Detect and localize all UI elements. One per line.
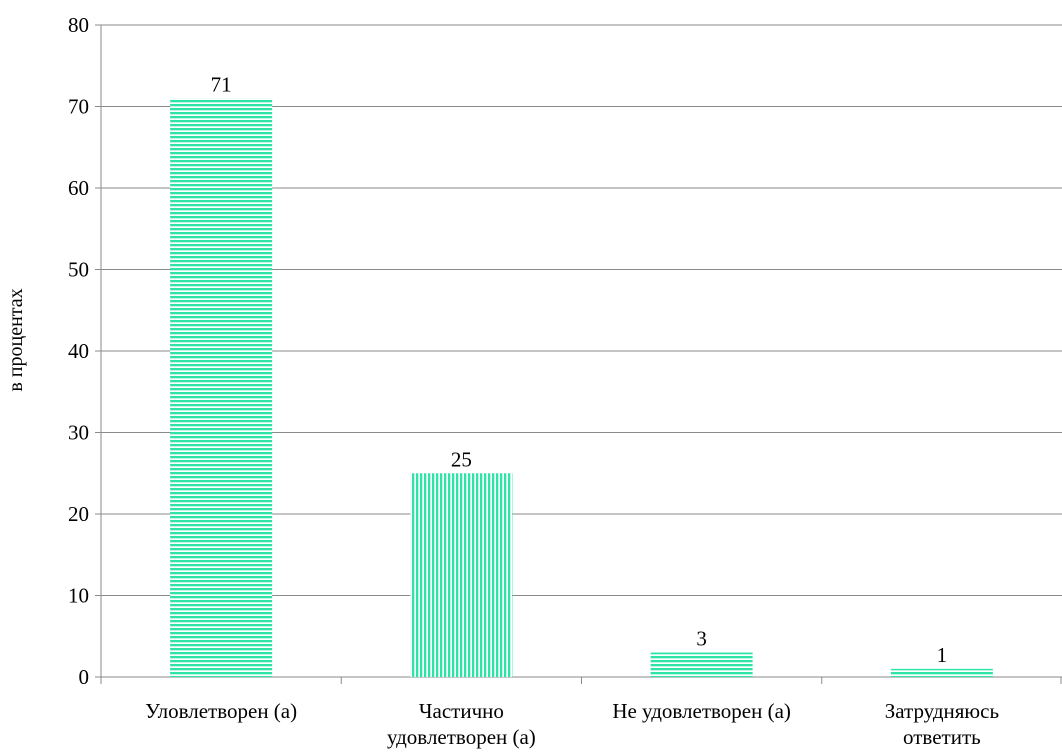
y-axis-title: в процентах	[5, 288, 27, 391]
bars	[170, 98, 993, 678]
y-tick-label: 10	[68, 584, 89, 608]
y-tick-label: 60	[68, 176, 89, 200]
data-label: 1	[937, 643, 948, 667]
data-label: 3	[696, 627, 707, 651]
bar	[650, 652, 753, 677]
bar	[170, 98, 273, 678]
y-tick-label: 50	[68, 258, 89, 282]
y-tick-label: 70	[68, 95, 89, 119]
x-category-label: Частично удовлетворен (а)	[387, 699, 536, 749]
y-tick-label: 20	[68, 502, 89, 526]
y-tick-label: 0	[79, 665, 90, 689]
y-tick-label: 80	[68, 13, 89, 37]
x-category-label: Уловлетворен (а)	[145, 699, 297, 723]
data-label: 71	[211, 72, 232, 96]
y-tick-label: 40	[68, 339, 89, 363]
bar	[890, 668, 993, 677]
data-label: 25	[451, 447, 472, 471]
y-tick-label: 30	[68, 421, 89, 445]
x-category-label: Не удовлетворен (а)	[612, 699, 791, 723]
bar	[410, 473, 513, 677]
labels: 0 10 20 30 40 50 60 70 80 71 Уловлетворен (а) 25 Час…	[68, 13, 999, 749]
x-category-label: Затрудняюсь ответить	[885, 699, 999, 749]
